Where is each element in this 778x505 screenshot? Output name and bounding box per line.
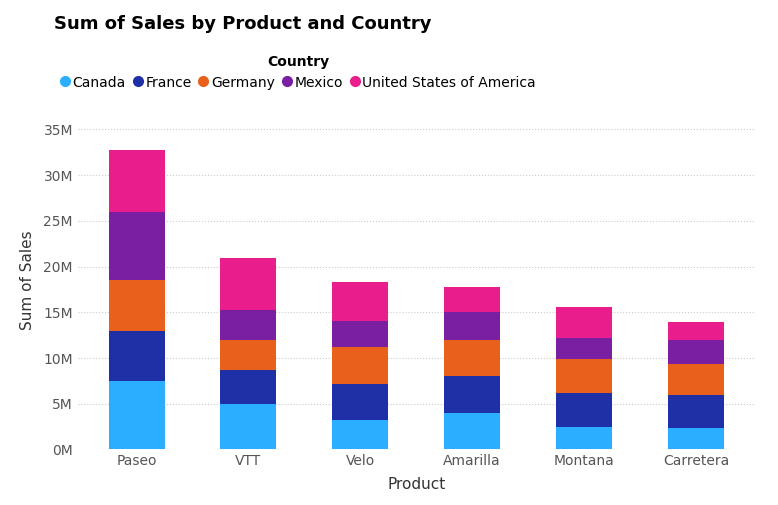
Bar <box>109 331 164 381</box>
Bar <box>556 338 612 359</box>
Bar <box>220 403 276 449</box>
Bar <box>556 307 612 338</box>
Bar <box>220 340 276 370</box>
Y-axis label: Sum of Sales: Sum of Sales <box>20 230 35 330</box>
Bar <box>220 311 276 340</box>
Bar <box>332 384 388 420</box>
Bar <box>444 287 500 312</box>
X-axis label: Product: Product <box>387 477 445 492</box>
Bar <box>444 376 500 413</box>
Bar <box>109 280 164 331</box>
Bar <box>556 393 612 427</box>
Bar <box>220 370 276 403</box>
Bar <box>668 428 724 449</box>
Bar <box>109 212 164 280</box>
Bar <box>668 340 724 365</box>
Bar <box>332 321 388 347</box>
Bar <box>668 322 724 340</box>
Bar <box>332 420 388 449</box>
Bar <box>332 282 388 321</box>
Bar <box>668 394 724 428</box>
Bar <box>444 413 500 449</box>
Bar <box>220 259 276 311</box>
Bar <box>556 359 612 393</box>
Bar <box>444 340 500 376</box>
Bar <box>109 149 164 212</box>
Bar <box>109 381 164 449</box>
Bar <box>444 312 500 340</box>
Text: Sum of Sales by Product and Country: Sum of Sales by Product and Country <box>54 15 432 33</box>
Bar <box>556 427 612 449</box>
Bar <box>332 347 388 384</box>
Legend: Canada, France, Germany, Mexico, United States of America: Canada, France, Germany, Mexico, United … <box>61 55 536 90</box>
Bar <box>668 365 724 394</box>
